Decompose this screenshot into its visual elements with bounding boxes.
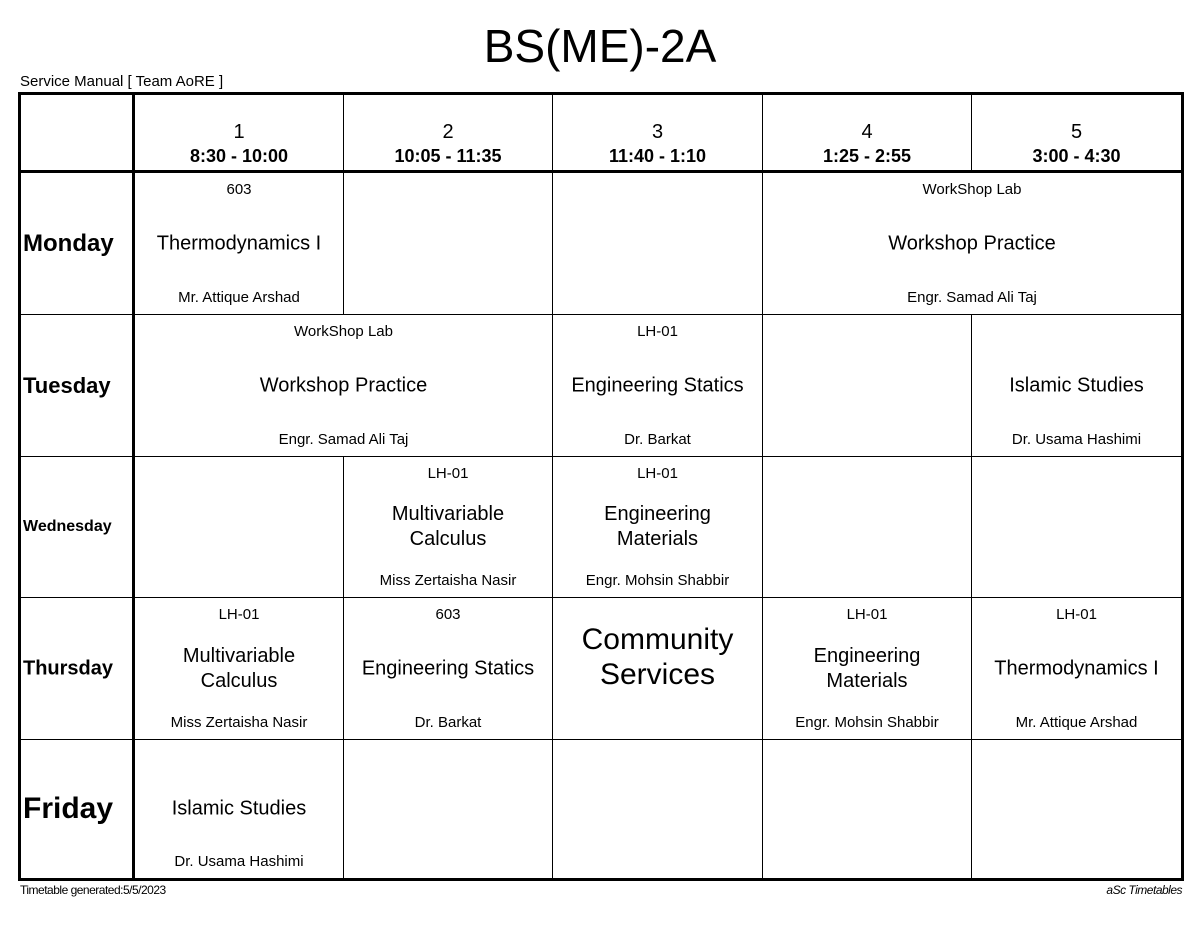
generated-date: Timetable generated:5/5/2023: [20, 883, 166, 897]
teacher-label: Dr. Barkat: [414, 714, 482, 731]
room-label: LH-01: [637, 465, 678, 482]
class-cell[interactable]: WorkShop Lab Workshop Practice Engr. Samad…: [763, 173, 1181, 315]
period-header: 3 11:40 - 1:10: [553, 95, 763, 173]
class-cell[interactable]: LH-01 Multivariable Calculus Miss Zertaish…: [135, 598, 344, 740]
empty-cell[interactable]: [553, 173, 763, 315]
class-cell[interactable]: Islamic Studies Dr. Usama Hashimi: [135, 740, 344, 878]
teacher-label: Dr. Barkat: [624, 431, 691, 448]
empty-cell[interactable]: [972, 457, 1181, 598]
class-cell[interactable]: LH-01 Engineering Materials Engr. Mohsin S…: [763, 598, 972, 740]
page-title: BS(ME)-2A: [483, 20, 717, 72]
empty-cell[interactable]: [553, 740, 763, 878]
period-number: 1: [233, 121, 245, 143]
teacher-label: Mr. Attique Arshad: [1015, 714, 1138, 731]
class-cell[interactable]: Islamic Studies Dr. Usama Hashimi: [972, 315, 1181, 457]
room-label: LH-01: [846, 606, 888, 623]
subject-label: Islamic Studies: [171, 797, 307, 820]
class-cell[interactable]: LH-01 Multivariable Calculus Miss Zertaish…: [344, 457, 553, 598]
room-label: LH-01: [1056, 606, 1097, 623]
day-label-tuesday: Tuesday: [21, 315, 135, 457]
subject-label: Engineering Materials: [604, 503, 711, 550]
timetable-grid: 1 8:30 - 10:00 2 10:05 - 11:35 3 11:40 - 1:10…: [18, 92, 1184, 881]
class-cell[interactable]: LH-01 Engineering Statics Dr. Barkat: [553, 315, 763, 457]
empty-cell[interactable]: [763, 315, 972, 457]
room-label: LH-01: [218, 606, 260, 623]
teacher-label: Dr. Usama Hashimi: [1011, 431, 1142, 448]
teacher-label: Mr. Attique Arshad: [178, 289, 300, 306]
period-time: 10:05 - 11:35: [394, 146, 502, 166]
period-number: 4: [861, 121, 873, 143]
empty-cell[interactable]: [972, 740, 1181, 878]
empty-cell[interactable]: [763, 457, 972, 598]
period-number: 5: [1070, 121, 1083, 143]
period-header: 2 10:05 - 11:35: [344, 95, 553, 173]
period-header: 1 8:30 - 10:00: [135, 95, 344, 173]
day-name: Friday: [23, 792, 114, 825]
day-name: Wednesday: [23, 518, 112, 535]
room-label: LH-01: [637, 323, 678, 340]
teacher-label: Miss Zertaisha Nasir: [379, 572, 517, 589]
teacher-label: Engr. Samad Ali Taj: [278, 431, 409, 448]
subject-label: Multivariable Calculus: [182, 644, 296, 692]
subtitle: Service Manual [ Team AoRE ]: [20, 73, 224, 90]
room-label: LH-01: [427, 465, 469, 482]
day-label-wednesday: Wednesday: [21, 457, 135, 598]
subject-label: Workshop Practice: [888, 232, 1056, 254]
subject-label: Thermodynamics I: [994, 657, 1159, 679]
class-cell[interactable]: LH-01 Engineering Materials Engr. Mohsin S…: [553, 457, 763, 598]
day-name: Tuesday: [23, 372, 111, 398]
class-cell[interactable]: WorkShop Lab Workshop Practice Engr. Samad…: [135, 315, 553, 457]
brand-label: aSc Timetables: [1106, 883, 1182, 897]
teacher-label: Engr. Mohsin Shabbir: [795, 714, 939, 731]
period-time: 11:40 - 1:10: [608, 146, 707, 166]
period-time: 3:00 - 4:30: [1032, 146, 1121, 166]
period-number: 3: [651, 121, 664, 143]
class-cell[interactable]: LH-01 Thermodynamics I Mr. Attique Arshad: [972, 598, 1181, 740]
teacher-label: Dr. Usama Hashimi: [174, 853, 304, 870]
class-cell[interactable]: Community Services: [553, 598, 763, 740]
empty-cell[interactable]: [344, 173, 553, 315]
subject-label: Multivariable Calculus: [391, 503, 505, 550]
period-header: 4 1:25 - 2:55: [763, 95, 972, 173]
period-number: 2: [442, 121, 454, 143]
subject-label: Workshop Practice: [259, 374, 428, 396]
subject-label: Engineering Materials: [813, 644, 921, 692]
room-label: 603: [226, 181, 252, 198]
subject-label: Engineering Statics: [361, 657, 535, 679]
day-label-friday: Friday: [21, 740, 135, 878]
teacher-label: Engr. Mohsin Shabbir: [585, 572, 730, 589]
empty-cell[interactable]: [763, 740, 972, 878]
empty-cell[interactable]: [135, 457, 344, 598]
room-label: WorkShop Lab: [294, 323, 393, 340]
day-name: Monday: [23, 229, 114, 257]
day-label-thursday: Thursday: [21, 598, 135, 740]
subject-label: Community Services: [581, 623, 734, 692]
room-label: WorkShop Lab: [922, 181, 1022, 198]
subject-label: Thermodynamics I: [156, 232, 322, 254]
subject-label: Engineering Statics: [571, 374, 744, 396]
class-cell[interactable]: 603 Thermodynamics I Mr. Attique Arshad: [135, 173, 344, 315]
period-time: 1:25 - 2:55: [822, 146, 912, 166]
day-label-monday: Monday: [21, 173, 135, 315]
class-cell[interactable]: 603 Engineering Statics Dr. Barkat: [344, 598, 553, 740]
period-header: 5 3:00 - 4:30: [972, 95, 1181, 173]
teacher-label: Miss Zertaisha Nasir: [170, 714, 308, 731]
empty-cell[interactable]: [344, 740, 553, 878]
subject-label: Islamic Studies: [1009, 374, 1144, 396]
day-name: Thursday: [23, 657, 114, 679]
period-time: 8:30 - 10:00: [189, 146, 289, 166]
room-label: 603: [435, 606, 461, 623]
teacher-label: Engr. Samad Ali Taj: [907, 289, 1037, 306]
corner-cell: [21, 95, 135, 173]
